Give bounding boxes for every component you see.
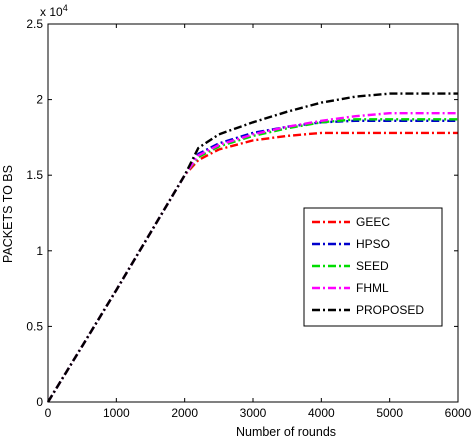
y-tick-label: 1 — [36, 244, 43, 258]
series-line-proposed — [46, 92, 458, 403]
y-exponent-base: x 10 — [40, 5, 63, 19]
legend-label-geec: GEEC — [356, 215, 390, 229]
y-tick-label: 0.5 — [26, 319, 43, 333]
legend-label-fhml: FHML — [356, 281, 389, 295]
y-tick-label: 2 — [36, 93, 43, 107]
legend: GEEC HPSO SEED FHML PROPOSED — [303, 207, 443, 327]
x-tick-label: 1000 — [103, 406, 130, 420]
legend-box — [303, 207, 443, 327]
legend-label-proposed: PROPOSED — [356, 303, 424, 317]
y-tick-label: 1.5 — [26, 168, 43, 182]
y-tick-label: 2.5 — [26, 17, 43, 31]
y-axis-exponent: x 104 — [40, 3, 68, 19]
legend-label-seed: SEED — [356, 259, 389, 273]
x-tick-label: 4000 — [308, 406, 335, 420]
series-line-fhml — [46, 112, 458, 403]
y-axis-label: PACKETS TO BS — [1, 165, 15, 263]
series-line-hpso — [46, 119, 458, 403]
axes: 0 1000 2000 3000 4000 5000 6000 0 0.5 1 1.5 2 2.5 — [26, 17, 471, 420]
legend-label-hpso: HPSO — [356, 237, 390, 251]
x-tick-label: 0 — [45, 406, 52, 420]
series-line-geec — [46, 131, 458, 403]
x-tick-label: 3000 — [240, 406, 267, 420]
x-tick-label: 6000 — [445, 406, 472, 420]
y-tick-label: 0 — [36, 395, 43, 409]
x-tick-label: 5000 — [376, 406, 403, 420]
y-exponent-power: 4 — [63, 3, 68, 13]
x-tick-label: 2000 — [171, 406, 198, 420]
x-axis-label: Number of rounds — [236, 425, 336, 439]
